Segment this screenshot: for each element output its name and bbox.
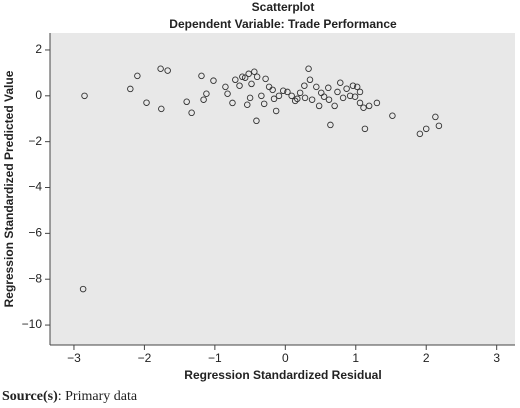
y-tick-label: −8 [28,271,42,285]
point [157,65,164,73]
chart-title: Scatterplot [252,0,315,14]
x-tick-label: −1 [208,351,222,365]
point [308,96,316,103]
point [296,89,304,97]
point [203,90,210,97]
point [351,93,359,100]
point [313,83,320,91]
point [229,99,236,107]
point [200,96,207,103]
point [198,72,205,80]
point [183,98,190,106]
point [253,117,260,125]
point [248,80,255,88]
point [241,74,249,81]
point [435,122,443,130]
point [188,109,195,117]
y-axis-label: Regression Standardized Predicted Value [2,70,16,307]
point [246,94,254,102]
x-axis-label: Regression Standardized Residual [184,368,381,382]
point [346,92,354,100]
source-label: Source(s) [2,389,58,404]
point [253,73,261,81]
x-tick-label: −2 [138,351,152,365]
point [320,93,328,100]
point [325,96,333,103]
point [325,84,332,92]
point [301,94,309,102]
point [301,82,308,89]
point [143,99,150,106]
x-tick-label: −3 [67,351,81,365]
y-tick-label: −2 [28,134,42,148]
point [236,82,243,89]
point [356,99,364,107]
point [432,113,439,121]
chart-subtitle: Dependent Variable: Trade Performance [169,17,397,31]
point [251,68,258,75]
x-tick-label: 3 [493,351,500,365]
point [284,88,291,96]
point [270,95,278,103]
point [334,88,341,96]
point [210,77,217,84]
point [260,100,268,108]
point [232,76,239,84]
point [245,70,252,78]
y-tick-label: −4 [28,180,42,194]
plot-area [50,33,515,345]
point [164,67,171,74]
x-tick-label: 1 [352,351,359,365]
point [339,94,347,102]
point [305,65,312,73]
x-tick-label: 0 [282,351,289,365]
y-tick-label: −6 [28,226,42,240]
point [275,92,283,100]
point [416,130,424,138]
point [356,88,364,96]
point [349,82,357,89]
point [353,83,361,91]
point [272,107,280,115]
point [365,102,373,110]
point [315,102,323,110]
point [337,79,344,86]
point [288,92,295,100]
point [158,105,165,113]
point [331,102,338,110]
point [279,87,287,95]
point [294,95,301,103]
point [79,285,87,293]
point [81,92,88,100]
source-text: : Primary data [58,389,138,404]
point [222,83,229,91]
point [239,73,246,81]
point [327,121,334,129]
point [306,76,314,84]
point [343,85,350,92]
point [422,125,430,133]
source-note: Source(s): Primary data [2,389,138,404]
point [262,75,269,83]
point [258,92,265,100]
point [244,101,251,109]
point [361,125,369,133]
y-tick-label: −10 [22,317,43,331]
x-tick-label: 2 [423,351,430,365]
point [360,104,367,111]
point [389,112,396,120]
y-tick-label: 2 [35,42,42,56]
point [134,72,141,80]
point [373,99,381,107]
y-tick-label: 0 [35,88,42,102]
point [291,97,299,105]
point [269,86,276,94]
point [224,90,231,97]
point [127,85,134,93]
